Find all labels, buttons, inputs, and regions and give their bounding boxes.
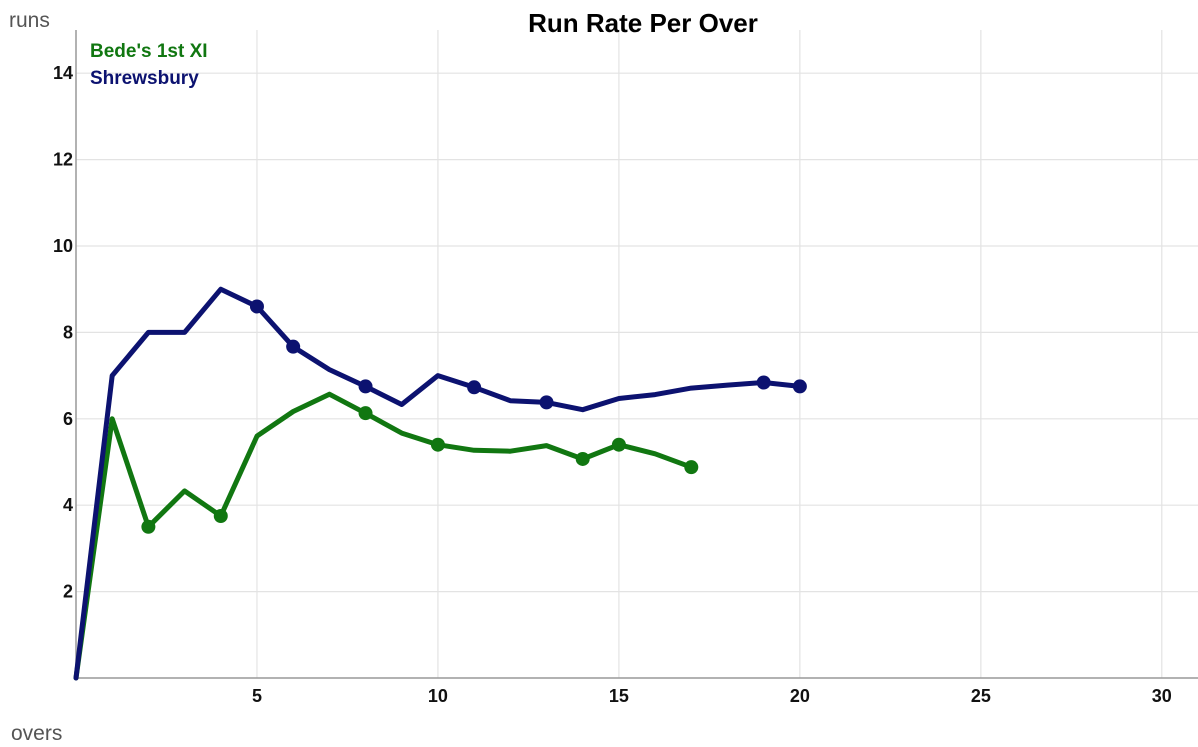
y-tick-label: 14 [53,63,73,83]
y-axis-label: runs [9,9,50,32]
series [73,286,807,681]
x-tick-label: 25 [971,686,991,706]
data-point-marker [756,375,771,390]
series-1 [73,286,807,681]
y-tick-label: 12 [53,150,73,170]
x-axis-label: overs [11,722,62,745]
data-point-marker [575,451,590,466]
data-point-marker [213,509,228,523]
x-tick-label: 15 [609,686,629,706]
x-tick-label: 30 [1152,686,1172,706]
y-tick-label: 2 [63,582,73,602]
data-point-marker [286,339,301,354]
data-point-marker [358,379,373,394]
x-tick-label: 10 [428,686,448,706]
tick-labels: 2 4 6 8 10 12 14 5 10 15 20 25 30 [53,63,1172,706]
y-tick-label: 6 [63,409,73,429]
chart-title: Run Rate Per Over [528,8,758,38]
series-line [73,391,694,681]
data-point-marker [684,460,699,475]
y-tick-label: 10 [53,236,73,256]
legend: Bede's 1st XI Shrewsbury [90,41,208,89]
data-point-marker [141,519,156,534]
data-point-marker [539,395,554,410]
x-tick-label: 5 [252,686,262,706]
y-tick-label: 4 [63,495,73,515]
legend-entry: Bede's 1st XI [90,41,208,62]
y-tick-label: 8 [63,322,73,342]
data-point-marker [430,437,445,452]
data-point-marker [358,406,373,421]
series-line [73,286,803,681]
data-point-marker [467,380,482,395]
x-tick-label: 20 [790,686,810,706]
data-point-marker [792,379,807,394]
data-point-marker [611,437,626,452]
grid [76,30,1198,678]
data-point-marker [249,299,264,314]
axes [75,30,1198,679]
legend-entry: Shrewsbury [90,68,199,89]
series-0 [73,391,699,681]
